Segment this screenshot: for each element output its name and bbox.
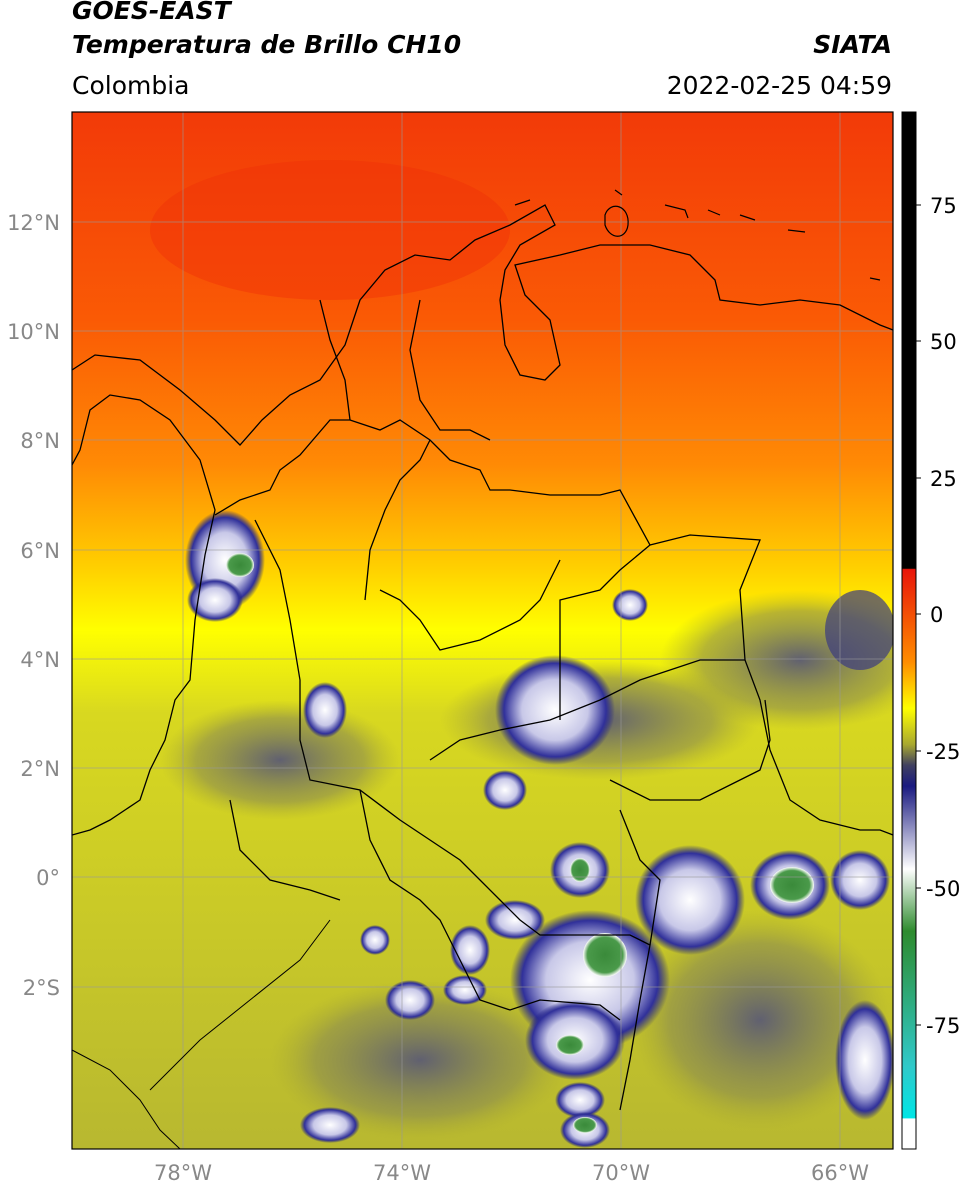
product-title: Temperatura de Brillo CH10 (72, 30, 462, 59)
lat-label: 10°N (7, 320, 60, 344)
colorbar-label: 0 (930, 603, 943, 627)
lon-label: 78°W (154, 1161, 212, 1185)
lon-label: 74°W (373, 1161, 431, 1185)
lat-label: 2°N (20, 757, 60, 781)
colorbar-label: 25 (930, 467, 957, 491)
longitude-labels: 78°W 74°W 70°W 66°W (154, 1161, 869, 1185)
map-frame (71, 111, 894, 1150)
region-label: Colombia (72, 71, 190, 100)
agency-label: SIATA (813, 30, 892, 59)
colorbar-label: 50 (930, 330, 957, 354)
colorbar-label: -50 (926, 877, 960, 901)
colorbar-label: 75 (930, 194, 957, 218)
colorbar-label: -25 (926, 740, 960, 764)
lat-label: 4°N (20, 648, 60, 672)
lat-label: 12°N (7, 211, 60, 235)
lat-label: 8°N (20, 429, 60, 453)
lon-label: 66°W (811, 1161, 869, 1185)
caribbean-islands (514, 189, 881, 281)
colorbar (901, 111, 917, 1150)
lon-label: 70°W (592, 1161, 650, 1185)
satellite-title: GOES-EAST (72, 0, 231, 25)
coast-peru (72, 919, 331, 1149)
lat-label: 0° (36, 866, 60, 890)
latitude-labels: 12°N 10°N 8°N 6°N 4°N 2°N 0° 2°S (7, 211, 60, 1000)
colorbar-label: -75 (926, 1014, 960, 1038)
graticule (72, 112, 893, 1149)
colorbar-ticks: 75 50 25 0 -25 -50 -75 (916, 194, 960, 1038)
lat-label: 6°N (20, 539, 60, 563)
borders (72, 204, 893, 1111)
datetime-label: 2022-02-25 04:59 (666, 71, 892, 100)
lat-label: 2°S (23, 976, 60, 1000)
